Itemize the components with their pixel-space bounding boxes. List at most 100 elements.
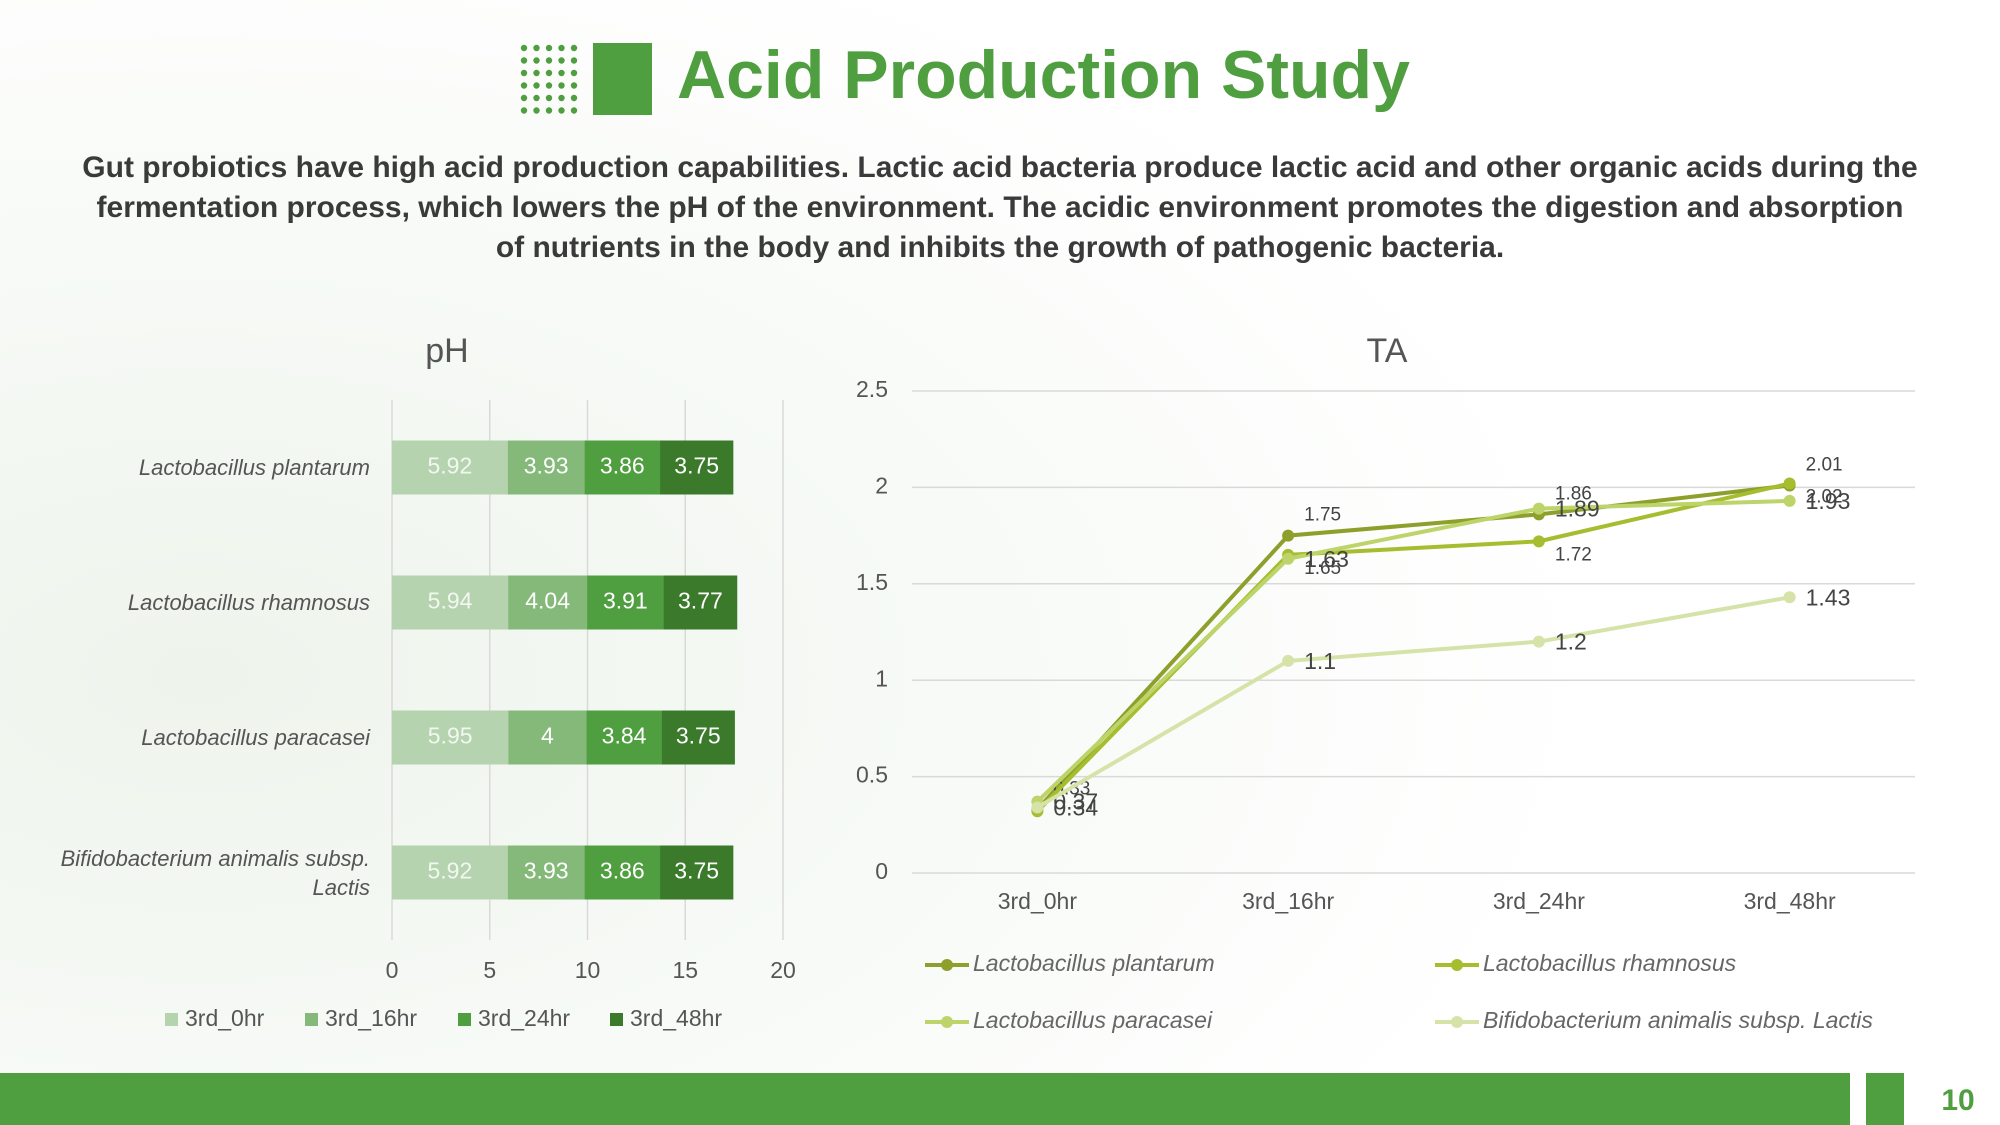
y-tick-label: 0.5: [856, 762, 888, 788]
bar: [392, 440, 508, 495]
y-tick-label: 1.5: [856, 569, 888, 595]
data-label: 3.75: [674, 453, 719, 479]
data-label: 1.1: [1304, 648, 1336, 674]
bar: [586, 710, 662, 765]
legend-label: 3rd_24hr: [478, 1005, 570, 1031]
data-label: 4.04: [525, 588, 570, 614]
data-label: 1.89: [1555, 496, 1600, 522]
data-label: 5.92: [427, 453, 472, 479]
point: [1532, 502, 1545, 515]
point: [1532, 635, 1545, 648]
x-tick-label: 10: [575, 957, 601, 983]
title-block: [593, 43, 652, 115]
page-number: 10: [1941, 1084, 1974, 1117]
data-label: 5.95: [428, 723, 473, 749]
data-label: 1.86: [1555, 483, 1592, 504]
data-label: 3.75: [676, 723, 721, 749]
bar: [508, 575, 588, 630]
legend-label: 3rd_0hr: [185, 1005, 265, 1031]
bar: [392, 575, 509, 630]
legend-label: Lactobacillus paracasei: [973, 1007, 1213, 1033]
line: [1035, 498, 1790, 804]
description: Gut probiotics have high acid production…: [82, 151, 1918, 264]
data-label: 3.77: [678, 588, 723, 614]
data-label: 3.93: [524, 453, 569, 479]
legend-label: Bifidobacterium animalis subsp. Lactis: [1483, 1007, 1873, 1033]
bar: [661, 710, 735, 765]
legend-label: Lactobacillus plantarum: [973, 950, 1215, 976]
y-tick-label: 0: [875, 858, 888, 884]
bar: [584, 845, 661, 900]
data-label: 5.92: [427, 858, 472, 884]
point: [1783, 477, 1796, 490]
data-label: 1.75: [1304, 505, 1341, 526]
line: [1035, 483, 1790, 811]
legend-label: 3rd_48hr: [630, 1005, 722, 1031]
x-tick-label: 3rd_16hr: [1242, 888, 1334, 914]
data-label: 1.63: [1304, 546, 1349, 572]
data-label: 1.93: [1806, 488, 1851, 514]
data-label: 1.65: [1304, 558, 1341, 579]
chart-title: pH: [425, 332, 468, 370]
legend-marker: [941, 959, 953, 971]
x-tick-label: 20: [770, 957, 796, 983]
footer-bar: [0, 1073, 1850, 1125]
point: [1783, 591, 1796, 604]
legend-swatch: [458, 1013, 471, 1026]
legend-marker: [941, 1016, 953, 1028]
title-icon: [520, 44, 578, 114]
legend-swatch: [610, 1013, 623, 1026]
bar: [660, 440, 734, 495]
y-tick-label: 1: [875, 665, 888, 691]
x-tick-label: 5: [483, 957, 496, 983]
y-tick-label: 2.5: [856, 376, 888, 402]
data-label: 2.02: [1806, 487, 1843, 508]
data-label: 3.91: [603, 588, 648, 614]
bar: [587, 575, 664, 630]
bar: [584, 440, 661, 495]
x-tick-label: 3rd_24hr: [1493, 888, 1585, 914]
legend-swatch: [305, 1013, 318, 1026]
bar: [507, 440, 585, 495]
point: [1282, 529, 1295, 542]
y-tick-label: 2: [875, 472, 888, 498]
bar: [508, 710, 587, 765]
bar: [507, 845, 585, 900]
line: [1035, 481, 1791, 813]
data-label: 5.94: [428, 588, 473, 614]
y-tick-label: Lactobacillus paracasei: [141, 725, 370, 750]
data-label: 0.34: [1053, 795, 1098, 821]
point: [1783, 494, 1796, 507]
point: [1031, 801, 1044, 814]
bar: [392, 845, 508, 900]
data-label: 3.86: [600, 858, 645, 884]
bar: [660, 845, 734, 900]
data-label: 2.01: [1806, 454, 1843, 475]
bar: [663, 575, 738, 630]
legend-label: 3rd_16hr: [325, 1005, 417, 1031]
data-label: 3.86: [600, 453, 645, 479]
y-tick-label: Lactobacillus plantarum: [138, 455, 370, 480]
data-label: 4: [541, 723, 554, 749]
footer-block: [1866, 1073, 1904, 1125]
legend-label: Lactobacillus rhamnosus: [1483, 950, 1737, 976]
data-label: 1.72: [1555, 544, 1592, 565]
legend-marker: [1451, 1016, 1463, 1028]
line: [1036, 595, 1790, 810]
data-label: 1.43: [1806, 584, 1851, 610]
x-tick-label: 3rd_48hr: [1744, 888, 1836, 914]
data-label: 3.75: [674, 858, 719, 884]
page-title: Acid Production Study: [677, 37, 1410, 113]
y-tick-label: Lactobacillus rhamnosus: [127, 590, 370, 615]
point: [1282, 552, 1295, 565]
x-tick-label: 15: [672, 957, 698, 983]
point: [1282, 654, 1295, 667]
data-label: 1.2: [1555, 629, 1587, 655]
legend-marker: [1451, 959, 1463, 971]
y-tick-label: Bifidobacterium animalis subsp. Lactis: [60, 845, 370, 900]
legend-swatch: [165, 1013, 178, 1026]
data-label: 3.84: [602, 723, 647, 749]
